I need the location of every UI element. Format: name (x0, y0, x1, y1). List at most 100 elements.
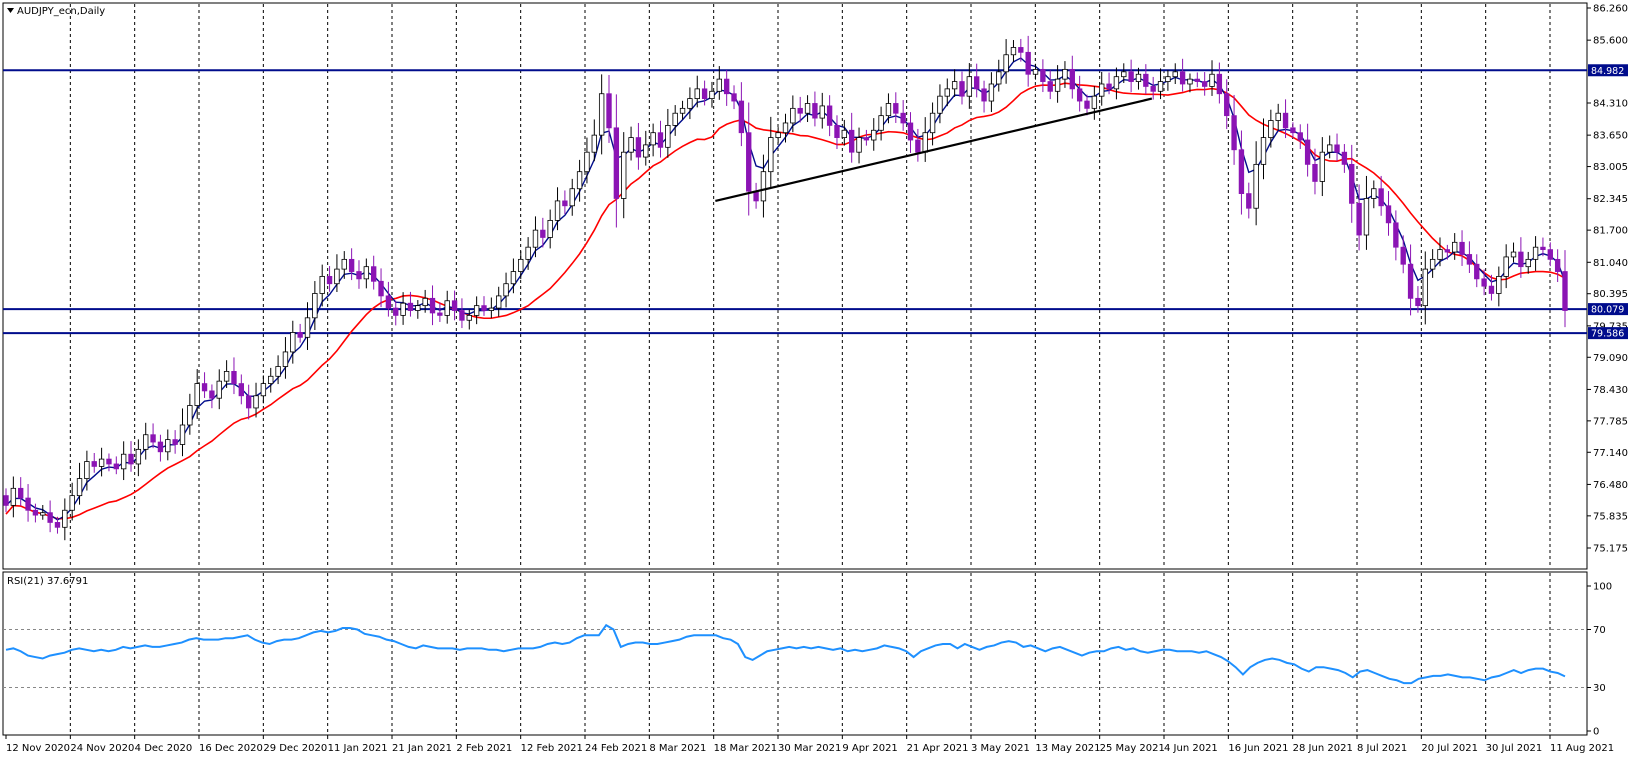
candle-body (598, 93, 605, 136)
candle-body (974, 76, 980, 90)
candle-body (1216, 73, 1223, 95)
candle-body (657, 132, 664, 148)
candle-body (1532, 246, 1539, 260)
candle-body (496, 295, 502, 309)
candle-body (113, 463, 119, 470)
candle-body (760, 171, 767, 202)
time-tick-label: 3 May 2021 (971, 743, 1030, 754)
rsi-axis: 100 70 30 0 (1587, 582, 1612, 738)
time-tick-label: 8 Jul 2021 (1357, 743, 1407, 754)
candle-body (245, 395, 252, 409)
candle-body (716, 78, 722, 92)
trendline (715, 97, 1153, 202)
candle-body (981, 88, 987, 102)
candle-body (18, 487, 24, 499)
horizontal-levels (3, 69, 1587, 335)
time-tick-label: 8 Mar 2021 (649, 743, 706, 754)
candle-body (415, 305, 421, 311)
candle-body (1128, 71, 1134, 82)
time-tick-label: 21 Jan 2021 (392, 743, 452, 754)
candle-body (91, 461, 97, 467)
candle-body (863, 137, 870, 141)
candle-body (1444, 249, 1451, 253)
candle-body (1106, 83, 1112, 90)
candle-body (69, 495, 75, 511)
candle-body (1268, 120, 1274, 138)
price-tick-label: 85.600 (1593, 36, 1628, 47)
price-tick-label: 86.260 (1593, 4, 1628, 15)
candle-body (334, 268, 340, 285)
candle-body (1062, 68, 1068, 80)
rsi-tick-label: 100 (1593, 582, 1612, 593)
candle-body (672, 112, 678, 126)
candle-body (1179, 71, 1186, 85)
price-level-label: 79.586 (1591, 329, 1624, 340)
candle-body (422, 297, 428, 307)
price-level-label-bg (1588, 64, 1628, 77)
candle-body (518, 258, 524, 272)
candle-body (1069, 68, 1075, 90)
candle-body (260, 383, 267, 397)
candle-body (1356, 202, 1362, 236)
candle-body (723, 78, 730, 95)
candle-body (209, 390, 215, 399)
candle-body (1091, 95, 1098, 109)
candle-body (1260, 137, 1267, 165)
time-tick-label: 9 Apr 2021 (842, 743, 897, 754)
price-level-label-bg (1588, 327, 1628, 340)
candle-body (1099, 83, 1105, 97)
candle-body (650, 132, 656, 146)
rsi-panel[interactable]: RSI(21) 37.6791 (2, 571, 1588, 736)
candle-body (1076, 88, 1083, 102)
candle-body (643, 144, 649, 158)
candle-body (951, 81, 958, 90)
candle-body (437, 312, 443, 316)
candle-body (1481, 278, 1487, 287)
candle-body (473, 305, 480, 316)
time-tick-label: 4 Jun 2021 (1164, 743, 1218, 754)
time-tick-label: 2 Feb 2021 (456, 743, 512, 754)
candle-body (878, 115, 884, 131)
price-tick-label: 83.005 (1593, 162, 1628, 173)
candle-body (135, 448, 142, 465)
time-tick-label: 13 May 2021 (1035, 743, 1100, 754)
time-tick-label: 12 Nov 2020 (6, 743, 70, 754)
candle-body (1378, 188, 1384, 207)
price-tick-label: 78.430 (1593, 385, 1628, 396)
candle-body (790, 107, 796, 124)
candle-body (1363, 198, 1370, 236)
candle-body (1025, 51, 1031, 75)
candle-body (621, 151, 627, 199)
candle-body (297, 332, 303, 338)
candle-body (849, 129, 855, 153)
time-tick-label: 12 Feb 2021 (521, 743, 583, 754)
candle-body (400, 302, 406, 316)
dropdown-triangle-icon[interactable] (7, 8, 14, 13)
candle-body (782, 122, 789, 134)
candle-body (856, 137, 862, 153)
price-panel[interactable] (2, 2, 1588, 570)
candle-body (393, 307, 399, 316)
candle-body (1018, 47, 1024, 53)
trendline-group (715, 97, 1153, 202)
candle-body (62, 509, 68, 528)
candle-body (231, 371, 237, 384)
candle-body (893, 103, 899, 114)
candle-body (679, 107, 686, 114)
candle-body (54, 522, 61, 528)
candle-body (929, 112, 936, 134)
candle-body (1121, 71, 1127, 78)
candle-body (1209, 73, 1215, 87)
rsi-title-text: RSI(21) 37.6791 (7, 576, 88, 587)
rsi-line (5, 623, 1566, 685)
candle-body (275, 366, 281, 377)
candle-body (1466, 254, 1473, 265)
time-tick-label: 21 Apr 2021 (907, 743, 969, 754)
candle-body (819, 105, 825, 119)
candle-body (576, 171, 583, 190)
candle-body (120, 453, 127, 470)
candle-body (1334, 144, 1340, 153)
candle-body (40, 512, 46, 516)
